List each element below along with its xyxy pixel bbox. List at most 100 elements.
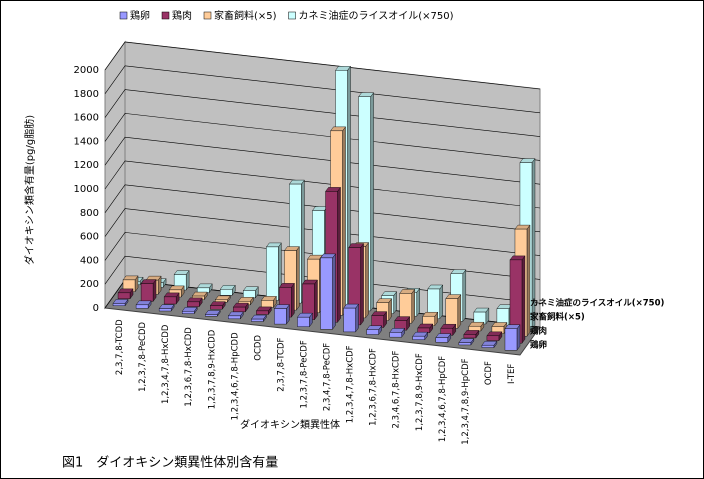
x-tick-label: 2,3,4,7,8-PeCDF	[323, 343, 333, 411]
x-tick-label: 1,2,3,7,8-PeCDD	[138, 321, 148, 391]
grid-line	[104, 41, 541, 90]
bar	[320, 257, 333, 330]
bar	[458, 342, 472, 346]
bar	[504, 328, 518, 351]
bar	[486, 335, 500, 341]
bar	[205, 314, 218, 317]
bar-side	[370, 92, 374, 312]
y-axis-title: ダイオキシン類含有量(pg/g脂肪)	[23, 115, 36, 265]
bar	[233, 306, 246, 313]
bar-side	[337, 186, 341, 323]
depth-label: 家畜飼料(×5)	[530, 312, 585, 323]
bar	[186, 301, 200, 307]
bar-side	[516, 324, 521, 351]
bar-side	[314, 279, 318, 321]
y-tick-label: 1200	[74, 160, 99, 171]
bar-side	[355, 303, 359, 333]
bar-side	[521, 255, 526, 344]
bar	[389, 332, 402, 338]
bar	[412, 335, 425, 340]
x-tick-label: 1,2,3,7,8-PeCDF	[299, 340, 309, 408]
y-tick-label: 1600	[74, 113, 99, 124]
bar-side	[439, 284, 443, 320]
bar-side	[462, 269, 467, 322]
bar	[481, 345, 495, 348]
legend-swatch	[161, 11, 170, 20]
bar	[366, 329, 379, 335]
legend-swatch	[203, 11, 212, 20]
y-tick-label: 1000	[74, 184, 99, 195]
bar	[435, 337, 449, 343]
x-tick-label: I-TEF	[507, 364, 517, 384]
bar	[210, 305, 223, 310]
bar	[251, 318, 264, 322]
y-tick-label: 1800	[74, 89, 99, 100]
y-tick-label: 0	[93, 303, 99, 314]
depth-label: カネミ油症のライスオイル(×750)	[530, 298, 664, 309]
bar-side	[411, 288, 415, 324]
bar	[135, 304, 149, 309]
bar	[163, 296, 177, 305]
y-tick-label: 400	[80, 255, 99, 266]
legend-label: 家畜飼料(×5)	[214, 9, 277, 22]
x-tick-label: 2,3,7,8-TCDF	[276, 337, 286, 391]
legend-label: 鶏卵	[130, 9, 150, 22]
grid-line	[104, 113, 541, 161]
bar	[266, 246, 279, 301]
bar-side	[342, 126, 346, 316]
bar	[158, 308, 172, 312]
y-tick-label: 1400	[74, 136, 99, 147]
bar	[140, 283, 154, 302]
legend-swatch	[119, 11, 128, 20]
bar	[112, 303, 126, 307]
bar	[343, 307, 356, 333]
grid-line	[104, 89, 541, 137]
bar-side	[291, 282, 295, 318]
x-tick-label: OCDF	[484, 361, 494, 385]
bar-side	[365, 241, 369, 319]
depth-label: 鶏卵	[530, 340, 547, 351]
bar-side	[360, 242, 364, 326]
x-tick-label: OCDD	[253, 335, 263, 361]
legend-label: カネミ油症のライスオイル(×750)	[299, 9, 454, 22]
x-tick-label: 1,2,3,4,6,7,8-HpCDD	[230, 332, 240, 420]
legend-label: 鶏肉	[172, 9, 192, 22]
grid-line	[104, 65, 541, 114]
x-tick-label: 1,2,3,4,7,8,9-HpCDF	[461, 358, 471, 444]
grid-line	[104, 184, 541, 233]
y-tick-label: 200	[80, 279, 99, 290]
y-tick-label: 600	[80, 232, 99, 243]
grid-line	[104, 136, 541, 185]
bar-side	[332, 253, 336, 330]
grid-line	[104, 232, 541, 280]
x-tick-label: 1,2,3,4,7,8-HxCDD	[161, 324, 171, 404]
bar-side	[296, 245, 300, 311]
x-tick-label: 2,3,7,8-TCDD	[115, 319, 125, 375]
y-tick-label: 800	[80, 208, 99, 219]
bar	[297, 316, 310, 327]
grid-line	[104, 208, 541, 256]
x-tick-label: 1,2,3,4,7,8-HxCDF	[346, 345, 356, 423]
bar	[463, 334, 477, 339]
x-tick-label: 1,2,3,4,6,7,8-HpCDF	[438, 356, 448, 442]
bar	[117, 292, 131, 300]
x-tick-label: 2,3,4,6,7,8-HxCDF	[392, 351, 402, 429]
x-tick-label: 1,2,3,6,7,8-HxCDD	[184, 327, 194, 407]
bar-side	[457, 294, 462, 329]
bar	[274, 308, 287, 325]
x-tick-label: 1,2,3,6,7,8-HxCDF	[369, 348, 379, 426]
x-tick-label: 1,2,3,7,8,9-HxCDF	[415, 353, 425, 431]
grid-line	[104, 255, 541, 304]
y-tick-label: 2000	[74, 65, 99, 76]
x-axis-title: ダイオキシン類異性体	[240, 418, 340, 431]
grid-line	[104, 160, 541, 209]
x-tick-label: 1,2,3,7,8,9-HxCDD	[207, 329, 217, 409]
depth-label: 鶏肉	[530, 326, 547, 337]
legend-swatch	[288, 11, 296, 20]
bar	[220, 289, 233, 296]
bar	[228, 315, 241, 320]
bar	[181, 311, 195, 314]
bar-side	[416, 287, 420, 317]
caption: 図1 ダイオキシン類異性体別含有量	[62, 455, 278, 471]
